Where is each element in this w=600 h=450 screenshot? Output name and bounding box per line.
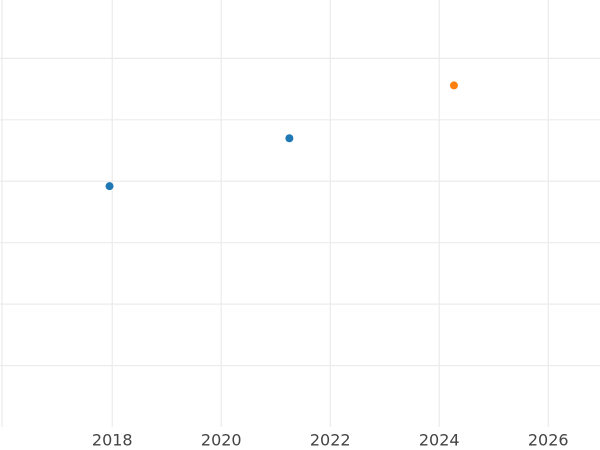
x-tick-label: 2026 <box>528 431 569 450</box>
x-tick-label: 2022 <box>310 431 351 450</box>
x-tick-label: 2020 <box>201 431 242 450</box>
point <box>449 81 458 90</box>
point <box>105 182 114 191</box>
point <box>285 134 294 143</box>
x-tick-label: 2018 <box>92 431 133 450</box>
x-tick-label: 2024 <box>419 431 460 450</box>
